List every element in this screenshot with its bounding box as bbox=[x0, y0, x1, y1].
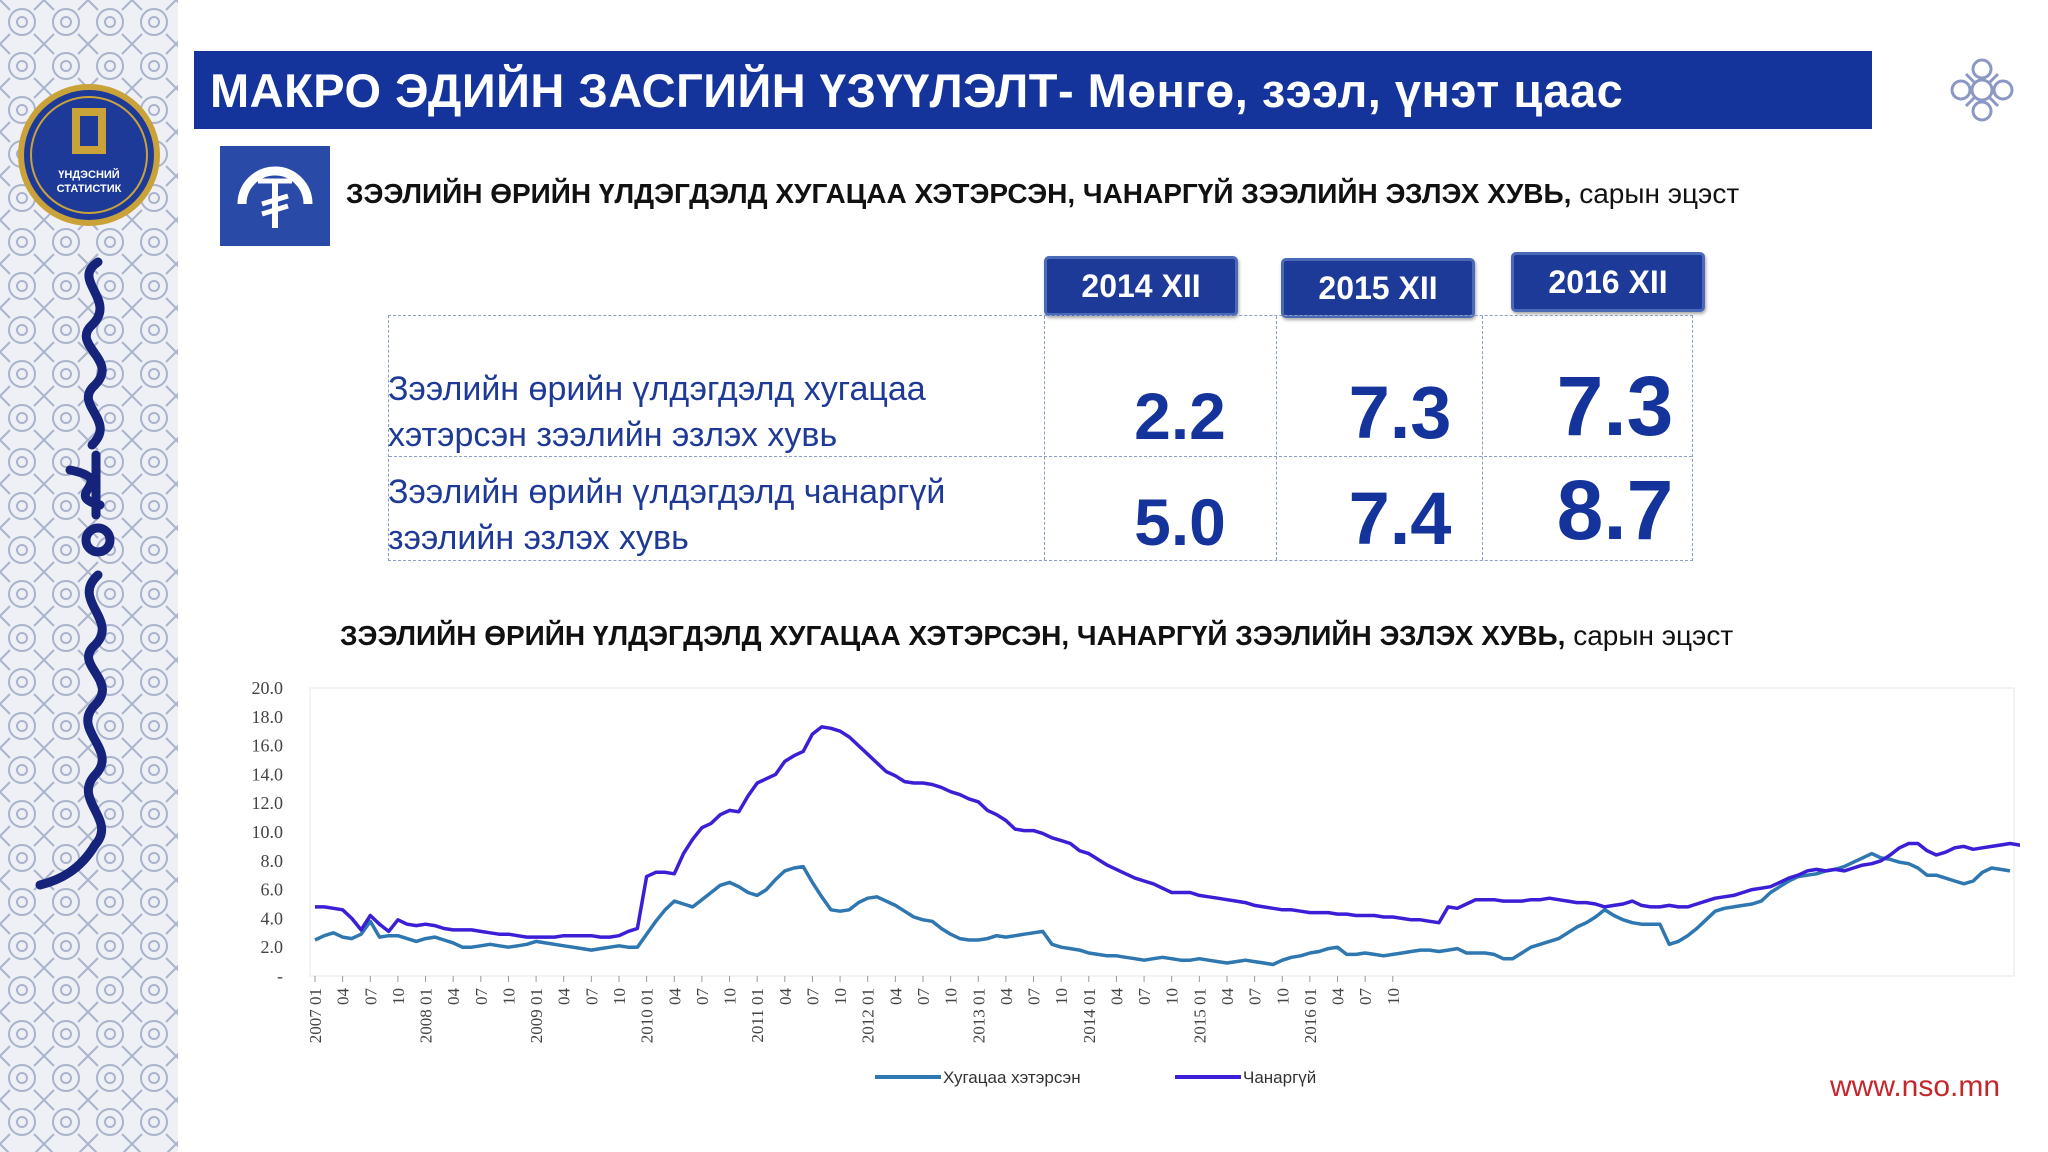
x-tick-label: 10 bbox=[721, 988, 740, 1005]
x-tick-label: 10 bbox=[1052, 988, 1071, 1005]
x-tick-label: 04 bbox=[886, 988, 905, 1006]
x-tick-label: 04 bbox=[997, 988, 1016, 1006]
logo-text-line1: ҮНДЭСНИЙ bbox=[58, 168, 120, 181]
y-tick-label: - bbox=[277, 966, 283, 986]
x-tick-label: 10 bbox=[831, 988, 850, 1005]
ornament-icon bbox=[1950, 58, 2014, 122]
x-tick-label: 04 bbox=[1329, 988, 1348, 1006]
row-label-nonperforming: Зээлийн өрийн үлдэгдэлд чанаргүй зээлийн… bbox=[388, 473, 946, 557]
table-subtitle: ЗЭЭЛИЙН ӨРИЙН ҮЛДЭГДЭЛД ХУГАЦАА ХЭТЭРСЭН… bbox=[346, 178, 1740, 209]
value-overdue-2014: 2.2 bbox=[1134, 379, 1226, 453]
mongolian-script-decoration bbox=[35, 257, 115, 890]
x-tick-label: 2014 01 bbox=[1080, 988, 1099, 1043]
x-tick-label: 04 bbox=[555, 988, 574, 1006]
y-tick-label: 18.0 bbox=[252, 707, 284, 727]
x-tick-label: 10 bbox=[1273, 988, 1292, 1005]
x-tick-label: 2012 01 bbox=[859, 988, 878, 1043]
y-tick-label: 16.0 bbox=[252, 736, 284, 756]
x-tick-label: 2010 01 bbox=[638, 988, 657, 1043]
chart-subtitle: ЗЭЭЛИЙН ӨРИЙН ҮЛДЭГДЭЛД ХУГАЦАА ХЭТЭРСЭН… bbox=[340, 620, 1734, 651]
legend-label-1: Чанаргүй bbox=[1243, 1068, 1316, 1087]
x-tick-label: 04 bbox=[1107, 988, 1126, 1006]
y-tick-label: 14.0 bbox=[252, 764, 284, 784]
x-tick-label: 07 bbox=[361, 988, 380, 1006]
x-tick-label: 07 bbox=[914, 988, 933, 1006]
value-nonperforming-2016: 8.7 bbox=[1556, 463, 1674, 557]
value-nonperforming-2014: 5.0 bbox=[1134, 485, 1226, 559]
data-table bbox=[388, 315, 1693, 561]
x-tick-label: 2015 01 bbox=[1190, 988, 1209, 1043]
y-tick-label: 2.0 bbox=[261, 937, 284, 957]
x-tick-label: 07 bbox=[1356, 988, 1375, 1006]
x-tick-label: 10 bbox=[610, 988, 629, 1005]
x-tick-label: 04 bbox=[776, 988, 795, 1006]
x-tick-label: 2008 01 bbox=[417, 988, 436, 1043]
nso-logo: ҮНДЭСНИЙ СТАТИСТИК bbox=[18, 84, 160, 226]
x-tick-label: 10 bbox=[1163, 988, 1182, 1005]
x-tick-label: 2016 01 bbox=[1301, 988, 1320, 1043]
x-tick-label: 04 bbox=[665, 988, 684, 1006]
y-tick-label: 20.0 bbox=[252, 678, 284, 698]
x-tick-label: 2011 01 bbox=[748, 988, 767, 1043]
year-header-2016: 2016 XII bbox=[1511, 252, 1705, 312]
x-tick-label: 10 bbox=[1384, 988, 1403, 1005]
y-tick-label: 4.0 bbox=[261, 908, 284, 928]
value-nonperforming-2015: 7.4 bbox=[1348, 477, 1452, 560]
line-chart: - 2.0 4.0 6.0 8.0 10.0 12.0 14.0 16.0 18.0 20.0 200… bbox=[252, 678, 2020, 1087]
tugrik-icon bbox=[220, 146, 330, 246]
value-overdue-2015: 7.3 bbox=[1348, 371, 1452, 454]
x-tick-label: 07 bbox=[693, 988, 712, 1006]
title-bar: МАКРО ЭДИЙН ЗАСГИЙН ҮЗҮҮЛЭЛТ- Мөнгө, зээ… bbox=[194, 51, 1872, 129]
year-header-2014: 2014 XII bbox=[1044, 256, 1238, 316]
page-title: МАКРО ЭДИЙН ЗАСГИЙН ҮЗҮҮЛЭЛТ- Мөнгө, зээ… bbox=[210, 64, 1624, 117]
x-tick-label: 2009 01 bbox=[527, 988, 546, 1043]
y-tick-label: 12.0 bbox=[252, 793, 284, 813]
x-tick-label: 10 bbox=[499, 988, 518, 1005]
x-tick-label: 2013 01 bbox=[969, 988, 988, 1043]
plot-frame bbox=[309, 687, 2015, 977]
x-tick-label: 04 bbox=[1218, 988, 1237, 1006]
x-tick-label: 07 bbox=[1135, 988, 1154, 1006]
logo-text-line2: СТАТИСТИК bbox=[57, 183, 122, 195]
value-overdue-2016: 7.3 bbox=[1556, 359, 1674, 453]
row-label-overdue: Зээлийн өрийн үлдэгдэлд хугацаа хэтэрсэн… bbox=[388, 370, 926, 454]
y-tick-label: 10.0 bbox=[252, 822, 284, 842]
x-tick-label: 07 bbox=[472, 988, 491, 1006]
website-url: www.nso.mn bbox=[1830, 1070, 2001, 1103]
year-header-2015: 2015 XII bbox=[1281, 258, 1475, 318]
x-tick-label: 04 bbox=[334, 988, 353, 1006]
series-line-1 bbox=[315, 725, 2020, 939]
legend-label-0: Хугацаа хэтэрсэн bbox=[943, 1068, 1081, 1087]
x-tick-label: 07 bbox=[803, 988, 822, 1006]
y-tick-label: 6.0 bbox=[261, 880, 284, 900]
x-tick-label: 10 bbox=[942, 988, 961, 1005]
x-tick-label: 07 bbox=[1246, 988, 1265, 1006]
x-tick-label: 07 bbox=[582, 988, 601, 1006]
x-tick-label: 10 bbox=[389, 988, 408, 1005]
decorative-sidebar: ҮНДЭСНИЙ СТАТИСТИК bbox=[0, 0, 178, 1152]
x-tick-label: 2007 01 bbox=[306, 988, 325, 1043]
x-tick-label: 07 bbox=[1025, 988, 1044, 1006]
series-line-0 bbox=[314, 851, 2011, 967]
x-tick-label: 04 bbox=[444, 988, 463, 1006]
y-tick-label: 8.0 bbox=[261, 851, 284, 871]
